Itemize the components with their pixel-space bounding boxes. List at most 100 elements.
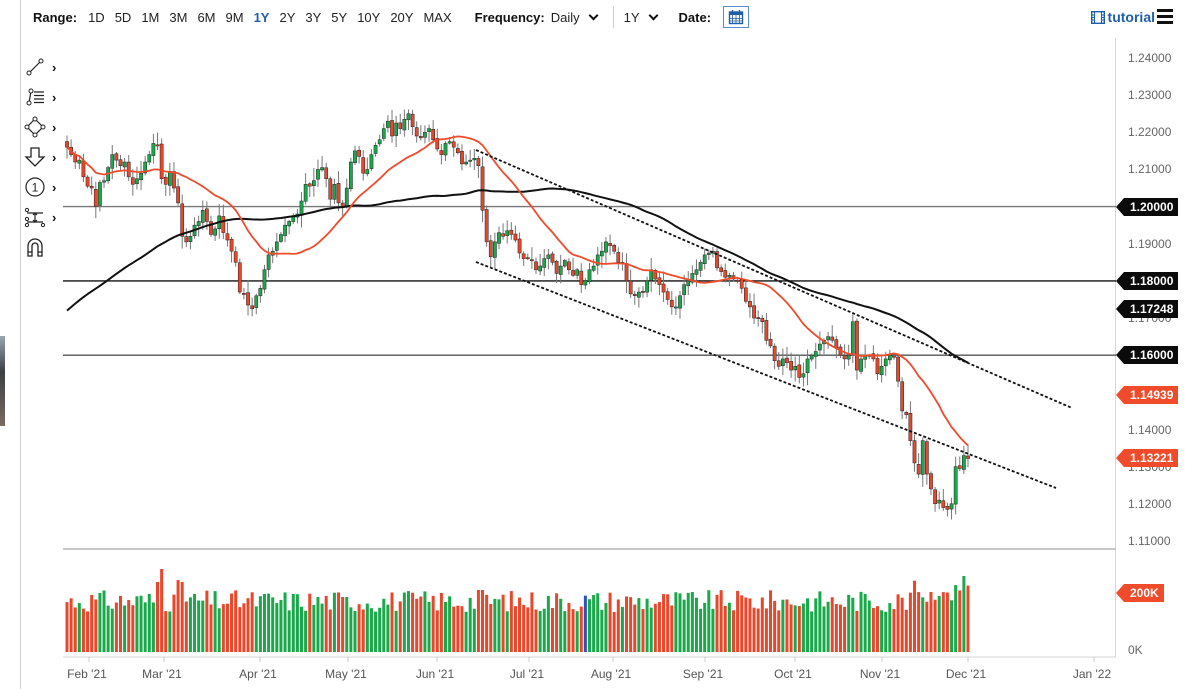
range-option-5y[interactable]: 5Y xyxy=(331,9,348,25)
numbered-marker-tool[interactable]: 1 › xyxy=(24,172,64,202)
date-tick-label: Aug '21 xyxy=(590,667,632,681)
volume-bar xyxy=(571,609,575,652)
bearish-candle xyxy=(896,356,900,382)
volume-bar xyxy=(863,593,867,652)
bullish-candle xyxy=(468,159,473,162)
chart-plot-area[interactable] xyxy=(63,38,1116,657)
bullish-candle xyxy=(353,150,357,164)
bearish-candle xyxy=(242,293,246,295)
bearish-candle xyxy=(357,149,361,157)
period-dropdown[interactable]: 1Y xyxy=(624,10,665,25)
trendline-tool[interactable]: › xyxy=(24,52,64,82)
volume-bar xyxy=(567,602,571,652)
bullish-candle xyxy=(349,161,353,189)
shapes-tool[interactable]: › xyxy=(24,112,64,142)
volume-bar xyxy=(123,605,127,652)
measure-tool[interactable]: › xyxy=(24,202,64,232)
bearish-candle xyxy=(225,233,230,241)
volume-bar xyxy=(736,590,740,652)
range-option-20y[interactable]: 20Y xyxy=(390,9,414,25)
bullish-candle xyxy=(883,358,888,367)
bearish-candle xyxy=(451,141,456,148)
menu-button[interactable] xyxy=(1157,9,1173,27)
bearish-candle xyxy=(501,233,505,237)
bullish-candle xyxy=(583,280,588,286)
volume-bar xyxy=(201,600,205,652)
volume-bar xyxy=(328,609,332,652)
bearish-candle xyxy=(616,252,621,263)
bearish-candle xyxy=(550,253,555,263)
range-option-3m[interactable]: 3M xyxy=(169,9,188,25)
price-tag-1.16000: 1.16000 xyxy=(1115,346,1179,365)
fibonacci-tool[interactable]: › xyxy=(24,82,64,112)
range-option-9m[interactable]: 9M xyxy=(225,9,244,25)
volume-bar xyxy=(353,610,357,652)
bullish-candle xyxy=(698,262,703,271)
bearish-candle xyxy=(612,244,617,252)
volume-bar xyxy=(267,593,271,652)
volume-bar xyxy=(855,610,859,652)
volume-bar xyxy=(522,604,526,652)
bullish-candle xyxy=(151,143,156,156)
range-option-1d[interactable]: 1D xyxy=(88,9,105,25)
frequency-dropdown[interactable]: Daily xyxy=(551,10,605,25)
volume-bar xyxy=(769,590,773,652)
volume-bar xyxy=(616,599,620,652)
bearish-candle xyxy=(414,127,419,137)
date-axis: Feb '21 Mar '21 Apr '21 May '21 Jun '21 Jul '… xyxy=(0,667,1120,687)
bearish-candle xyxy=(431,129,436,140)
range-selector: Range: 1D 5D 1M 3M 6M 9M 1Y 2Y 3Y 5Y 10Y 20Y MAX xyxy=(33,10,457,25)
bearish-candle xyxy=(719,267,724,272)
volume-bar xyxy=(225,603,229,652)
range-option-2y[interactable]: 2Y xyxy=(279,9,296,25)
bullish-candle xyxy=(727,275,732,278)
bearish-candle xyxy=(221,216,226,233)
range-option-1y[interactable]: 1Y xyxy=(253,9,270,25)
tutorial-link[interactable]: tutorial xyxy=(1090,9,1155,25)
range-option-1m[interactable]: 1M xyxy=(141,9,160,25)
price-tick-label: 1.11000 xyxy=(1128,533,1171,548)
volume-bar xyxy=(637,598,641,652)
volume-bar xyxy=(797,606,801,652)
bearish-candle xyxy=(521,253,526,259)
frequency-selector: Frequency: Daily 1Y Date: xyxy=(475,6,750,28)
magnet-tool[interactable] xyxy=(24,232,64,262)
bullish-candle xyxy=(122,161,127,168)
lower-channel-trendline xyxy=(475,261,1057,489)
volume-bar xyxy=(674,592,678,652)
volume-bar xyxy=(962,576,966,652)
volume-bar xyxy=(629,597,633,652)
range-option-10y[interactable]: 10Y xyxy=(357,9,381,25)
bearish-candle xyxy=(246,292,250,306)
date-picker-button[interactable] xyxy=(723,6,750,28)
range-option-6m[interactable]: 6M xyxy=(197,9,216,25)
volume-bar xyxy=(604,603,608,652)
arrow-annotation-tool[interactable]: › xyxy=(24,142,64,172)
volume-bar xyxy=(308,593,312,652)
range-option-5d[interactable]: 5D xyxy=(114,9,132,25)
bearish-candle xyxy=(657,277,662,285)
bearish-candle xyxy=(933,489,937,505)
volume-bar xyxy=(649,607,653,652)
bearish-candle xyxy=(739,279,744,289)
bullish-candle xyxy=(591,265,596,271)
hamburger-icon xyxy=(1157,9,1173,12)
range-option-max[interactable]: MAX xyxy=(423,9,452,25)
volume-bar xyxy=(374,611,378,652)
volume-bar xyxy=(966,585,970,652)
bearish-candle xyxy=(180,203,185,237)
volume-bar xyxy=(283,592,287,652)
volume-bar xyxy=(505,611,509,652)
bullish-candle xyxy=(386,120,390,128)
bearish-candle xyxy=(488,240,493,258)
upper-channel-trendline xyxy=(475,149,1073,409)
date-tick-label: Oct '21 xyxy=(774,667,812,681)
volume-bar xyxy=(884,611,888,652)
volume-bar xyxy=(332,592,336,652)
range-option-3y[interactable]: 3Y xyxy=(305,9,322,25)
date-tick-label: Sep '21 xyxy=(682,667,724,681)
bullish-candle xyxy=(686,280,691,287)
bullish-candle xyxy=(135,178,139,185)
volume-bar xyxy=(941,592,945,652)
